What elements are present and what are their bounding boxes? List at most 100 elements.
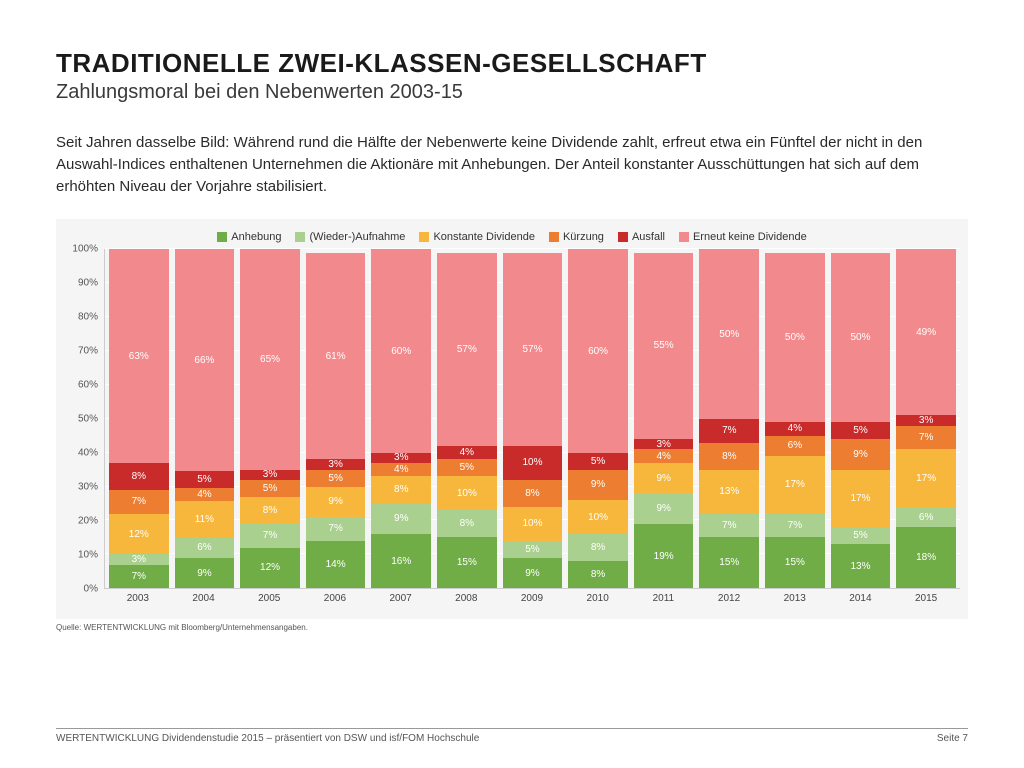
bar-segment: 10% bbox=[503, 507, 563, 541]
legend-swatch bbox=[419, 232, 429, 242]
bar-segment: 66% bbox=[175, 249, 235, 471]
bar-segment: 5% bbox=[306, 470, 366, 487]
bar-segment: 7% bbox=[699, 514, 759, 538]
legend-label: Konstante Dividende bbox=[433, 231, 535, 243]
y-tick: 40% bbox=[78, 448, 98, 459]
legend-label: Kürzung bbox=[563, 231, 604, 243]
page-footer: WERTENTWICKLUNG Dividendenstudie 2015 – … bbox=[56, 728, 968, 744]
bar-segment: 61% bbox=[306, 253, 366, 460]
bar-segment: 12% bbox=[240, 548, 300, 589]
bar-segment: 16% bbox=[371, 534, 431, 588]
bar-column: 9%6%11%4%5%66% bbox=[175, 249, 235, 588]
x-tick: 2015 bbox=[896, 593, 956, 604]
bar-segment: 6% bbox=[175, 538, 235, 558]
bar-segment: 5% bbox=[503, 541, 563, 558]
y-tick: 0% bbox=[84, 584, 98, 595]
x-tick: 2012 bbox=[699, 593, 759, 604]
bar-segment: 10% bbox=[503, 446, 563, 480]
legend-item: Anhebung bbox=[217, 231, 281, 243]
legend-swatch bbox=[217, 232, 227, 242]
bar-segment: 60% bbox=[371, 249, 431, 452]
bar-column: 12%7%8%5%3%65% bbox=[240, 249, 300, 588]
page-subtitle: Zahlungsmoral bei den Nebenwerten 2003-1… bbox=[56, 81, 968, 104]
bar-segment: 5% bbox=[175, 471, 235, 488]
bar-segment: 6% bbox=[765, 436, 825, 456]
bar-segment: 9% bbox=[306, 487, 366, 518]
legend-item: (Wieder-)Aufnahme bbox=[295, 231, 405, 243]
bar-segment: 3% bbox=[371, 453, 431, 463]
footer-left: WERTENTWICKLUNG Dividendenstudie 2015 – … bbox=[56, 733, 479, 744]
bar-column: 14%7%9%5%3%61% bbox=[306, 249, 366, 588]
x-tick: 2009 bbox=[502, 593, 562, 604]
bar-segment: 8% bbox=[371, 476, 431, 503]
stacked-bar-chart: Anhebung (Wieder-)Aufnahme Konstante Divid… bbox=[56, 219, 968, 619]
bar-segment: 7% bbox=[896, 426, 956, 450]
legend-label: (Wieder-)Aufnahme bbox=[309, 231, 405, 243]
x-tick: 2011 bbox=[634, 593, 694, 604]
bar-segment: 19% bbox=[634, 524, 694, 588]
bar-segment: 63% bbox=[109, 249, 169, 463]
bar-segment: 7% bbox=[109, 565, 169, 589]
bar-segment: 8% bbox=[568, 534, 628, 561]
bar-segment: 5% bbox=[240, 480, 300, 497]
y-tick: 90% bbox=[78, 278, 98, 289]
bar-segment: 15% bbox=[699, 537, 759, 588]
bar-segment: 10% bbox=[568, 500, 628, 534]
bar-segment: 50% bbox=[765, 253, 825, 423]
bar-segment: 4% bbox=[437, 446, 497, 460]
bar-column: 7%3%12%7%8%63% bbox=[109, 249, 169, 588]
bar-segment: 17% bbox=[831, 470, 891, 528]
bar-segment: 9% bbox=[634, 493, 694, 524]
bar-segment: 3% bbox=[634, 439, 694, 449]
legend-item: Erneut keine Dividende bbox=[679, 231, 807, 243]
bar-segment: 7% bbox=[109, 490, 169, 514]
bar-segment: 9% bbox=[371, 504, 431, 535]
bar-segment: 4% bbox=[175, 488, 235, 501]
bar-segment: 4% bbox=[634, 449, 694, 463]
bar-segment: 50% bbox=[831, 253, 891, 423]
x-tick: 2008 bbox=[436, 593, 496, 604]
x-tick: 2007 bbox=[371, 593, 431, 604]
x-tick: 2010 bbox=[568, 593, 628, 604]
bar-column: 19%9%9%4%3%55% bbox=[634, 249, 694, 588]
bar-segment: 17% bbox=[896, 449, 956, 507]
bar-segment: 5% bbox=[831, 527, 891, 544]
bar-segment: 15% bbox=[437, 537, 497, 588]
x-tick: 2006 bbox=[305, 593, 365, 604]
x-tick: 2005 bbox=[239, 593, 299, 604]
y-tick: 50% bbox=[78, 414, 98, 425]
bar-column: 15%7%13%8%7%50% bbox=[699, 249, 759, 588]
bar-segment: 15% bbox=[765, 537, 825, 588]
bar-segment: 49% bbox=[896, 249, 956, 415]
bar-segment: 13% bbox=[699, 470, 759, 514]
bar-segment: 9% bbox=[831, 439, 891, 470]
bar-segment: 12% bbox=[109, 514, 169, 555]
bar-segment: 7% bbox=[240, 524, 300, 548]
bar-segment: 7% bbox=[765, 514, 825, 538]
x-tick: 2003 bbox=[108, 593, 168, 604]
legend-item: Konstante Dividende bbox=[419, 231, 535, 243]
legend-label: Ausfall bbox=[632, 231, 665, 243]
legend-swatch bbox=[618, 232, 628, 242]
body-paragraph: Seit Jahren dasselbe Bild: Während rund … bbox=[56, 132, 956, 197]
bar-column: 16%9%8%4%3%60% bbox=[371, 249, 431, 588]
bar-segment: 11% bbox=[175, 501, 235, 538]
bar-segment: 3% bbox=[109, 554, 169, 564]
x-tick: 2013 bbox=[765, 593, 825, 604]
y-tick: 60% bbox=[78, 380, 98, 391]
y-tick: 70% bbox=[78, 346, 98, 357]
bar-segment: 3% bbox=[896, 415, 956, 425]
footer-right: Seite 7 bbox=[937, 733, 968, 744]
bar-segment: 9% bbox=[634, 463, 694, 494]
bar-segment: 17% bbox=[765, 456, 825, 514]
bar-segment: 8% bbox=[109, 463, 169, 490]
bar-column: 9%5%10%8%10%57% bbox=[503, 249, 563, 588]
bar-segment: 8% bbox=[503, 480, 563, 507]
bar-segment: 8% bbox=[568, 561, 628, 588]
y-tick: 10% bbox=[78, 550, 98, 561]
bar-segment: 6% bbox=[896, 507, 956, 527]
bar-segment: 8% bbox=[240, 497, 300, 524]
bars-area: 7%3%12%7%8%63%9%6%11%4%5%66%12%7%8%5%3%6… bbox=[104, 249, 960, 589]
bar-segment: 5% bbox=[568, 453, 628, 470]
legend-item: Kürzung bbox=[549, 231, 604, 243]
